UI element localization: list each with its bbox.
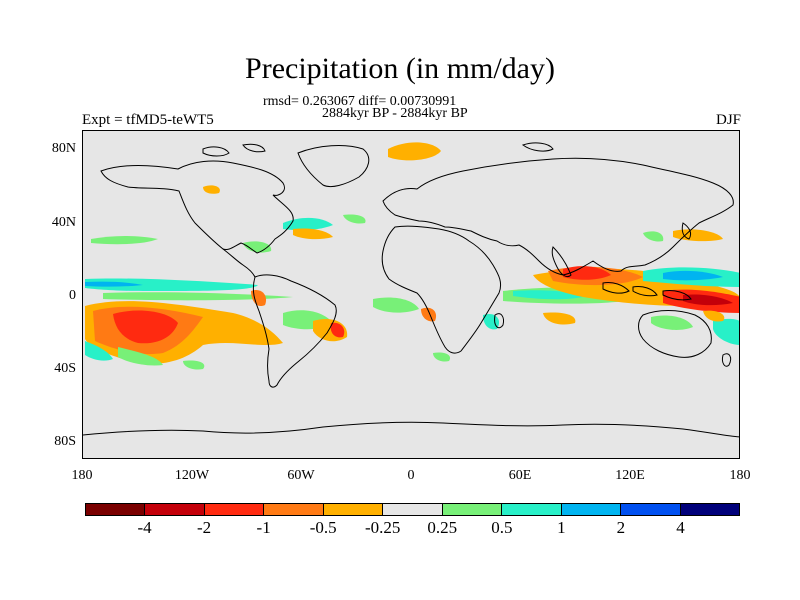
lat-label-80n: 80N bbox=[51, 141, 76, 156]
anomaly-west-pacific-darkred bbox=[683, 294, 733, 306]
colorbar-segment bbox=[383, 504, 443, 515]
coast-new-zealand bbox=[722, 353, 732, 367]
coast-greenland bbox=[297, 145, 370, 188]
coastlines bbox=[83, 142, 739, 438]
coast-africa bbox=[381, 225, 502, 354]
colorbar-segment bbox=[86, 504, 146, 515]
lon-label-180w: 180 bbox=[71, 468, 93, 483]
coast-central-america bbox=[222, 248, 256, 278]
lat-label-40n: 40N bbox=[51, 215, 76, 230]
anomaly-south-pacific-blue bbox=[713, 318, 739, 345]
lon-label-120w: 120W bbox=[174, 468, 210, 483]
experiment-label: Expt = tfMD5-teWT5 bbox=[82, 112, 214, 128]
anomaly-east-pacific-core bbox=[113, 310, 178, 344]
chart-title: Precipitation (in mm/day) bbox=[245, 52, 555, 85]
anomaly-australia-green bbox=[651, 315, 693, 330]
season-label: DJF bbox=[715, 112, 741, 128]
anomaly-southern-ocean-green bbox=[183, 360, 205, 370]
coast-madagascar bbox=[494, 313, 504, 329]
colorbar-segment bbox=[204, 504, 265, 515]
colorbar-segment bbox=[145, 504, 205, 515]
colorbar-segment bbox=[621, 504, 681, 515]
colorbar-label: 0.25 bbox=[427, 518, 458, 537]
coast-north-america bbox=[100, 160, 294, 254]
anomaly-east-pacific-south-blue bbox=[85, 341, 113, 361]
anomaly-greenland-orange bbox=[388, 142, 441, 161]
anomaly-amazon-orange bbox=[251, 289, 267, 307]
anomaly-south-atlantic-green bbox=[373, 297, 419, 313]
anomaly-north-atlantic-orange bbox=[293, 228, 333, 240]
anomaly-pacific-itcz-blue bbox=[85, 278, 258, 291]
lat-label-80s: 80S bbox=[54, 434, 76, 449]
anomaly-southern-ocean-green-2 bbox=[433, 352, 451, 362]
anomaly-indian-south-orange bbox=[543, 312, 576, 325]
map-panel bbox=[82, 130, 740, 459]
colorbar-segment bbox=[502, 504, 562, 515]
coast-se-asia-islands bbox=[602, 282, 692, 301]
colorbar-segment bbox=[680, 504, 739, 515]
coast-india bbox=[551, 246, 572, 278]
anomaly-gulf-guinea-orange bbox=[421, 307, 437, 322]
lon-label-60w: 60W bbox=[287, 468, 315, 483]
colorbar-label: 1 bbox=[557, 518, 566, 537]
anomaly-north-atlantic-blue bbox=[283, 217, 333, 231]
anomaly-nw-pacific-darkblue bbox=[663, 270, 723, 281]
colorbar-label: -0.5 bbox=[309, 518, 337, 537]
colorbar-segment bbox=[561, 504, 622, 515]
lon-label-0: 0 bbox=[407, 468, 415, 483]
anomaly-arctic-patch bbox=[203, 185, 220, 194]
coast-eurasia bbox=[382, 157, 734, 276]
colorbar-label: -4 bbox=[137, 518, 152, 537]
precipitation-map bbox=[83, 142, 739, 438]
lon-label-180e: 180 bbox=[729, 468, 751, 483]
colorbar-label: -1 bbox=[256, 518, 271, 537]
anomaly-pacific-itcz-green bbox=[103, 292, 293, 301]
colorbar-segment bbox=[264, 504, 324, 515]
colorbar-label: 0.5 bbox=[491, 518, 513, 537]
colorbar-label: -2 bbox=[196, 518, 212, 537]
coast-arctic-islands bbox=[202, 142, 554, 157]
anomaly-pacific-itcz-dark bbox=[85, 281, 143, 287]
stats-line: rmsd= 0.263067 diff= 0.00730991 bbox=[263, 94, 457, 109]
colorbar bbox=[85, 503, 740, 516]
lon-label-120e: 120E bbox=[615, 468, 645, 483]
coast-japan bbox=[681, 222, 692, 240]
lon-label-60e: 60E bbox=[508, 468, 532, 483]
coast-australia bbox=[638, 310, 712, 358]
colorbar-label: 4 bbox=[676, 518, 685, 537]
lat-label-40s: 40S bbox=[54, 361, 76, 376]
anomaly-maritime-core bbox=[563, 266, 611, 280]
colorbar-label: 2 bbox=[616, 518, 626, 537]
anomaly-east-pacific-south-green bbox=[118, 347, 163, 366]
coast-antarctica bbox=[83, 421, 739, 438]
colorbar-segment bbox=[442, 504, 503, 515]
anomaly-brazil-red bbox=[330, 322, 345, 338]
colorbar-label: -0.25 bbox=[365, 518, 401, 537]
anomaly-patches bbox=[85, 142, 739, 370]
period-line: 2884kyr BP - 2884kyr BP bbox=[322, 106, 468, 121]
anomaly-east-asia-orange bbox=[673, 229, 723, 242]
anomaly-north-pacific-green bbox=[91, 236, 158, 245]
anomaly-atlantic-green bbox=[343, 214, 366, 224]
coast-south-america bbox=[252, 274, 337, 388]
lat-label-0: 0 bbox=[69, 288, 76, 303]
anomaly-south-pacific-orange bbox=[703, 310, 725, 322]
anomaly-east-asia-green bbox=[643, 231, 664, 242]
colorbar-segment bbox=[323, 504, 384, 515]
